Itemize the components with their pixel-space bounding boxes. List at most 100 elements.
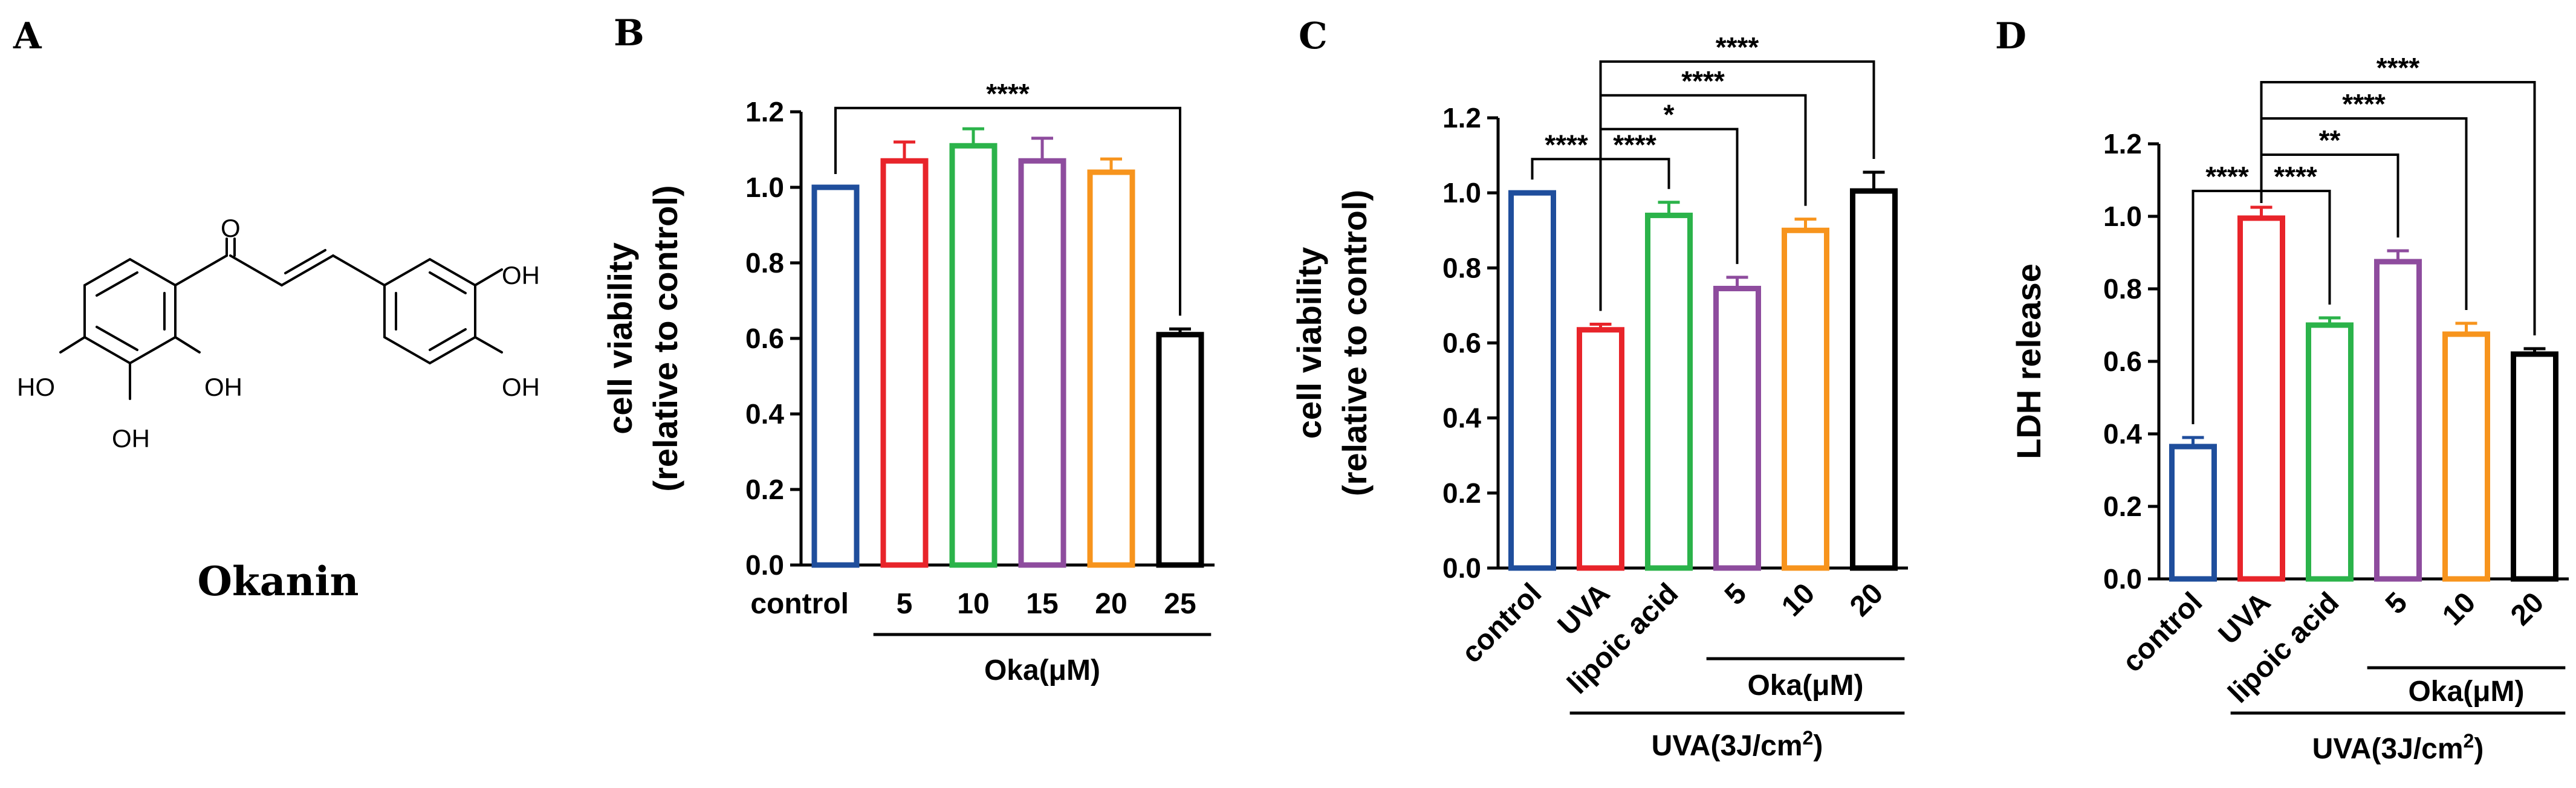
chart-d-bar-1 [2237, 215, 2285, 582]
right-ring-double-bond-2 [429, 271, 467, 294]
left-ring-double-bond-2 [96, 326, 138, 351]
chart-b-x-tick-label: control [750, 588, 849, 620]
panel-letter-c: C [1299, 15, 1328, 57]
chart-c-y-label: (relative to control) [1335, 190, 1374, 496]
chart-c-bar-5 [1850, 188, 1898, 571]
chart-c-x-tick-label: 20 [1844, 577, 1889, 622]
chart-d-x-tick-label: control [2117, 586, 2208, 678]
chart-d-bar-0 [2169, 444, 2217, 582]
atom-oh-bottom: OH [112, 424, 150, 453]
okanin-structure [59, 237, 503, 400]
chart-b-group-label-0: Oka(μM) [984, 654, 1100, 686]
chart-d-bar-2 [2306, 322, 2354, 582]
oh-bond-left [59, 336, 86, 354]
chart-c-x-tick-label: 5 [1719, 577, 1753, 611]
chart-b-significance-label-0: **** [986, 78, 1030, 109]
chart-d-x-tick-label: 5 [2380, 586, 2413, 620]
oh-bond-bottom-right [474, 336, 503, 354]
chain-double-bond [284, 249, 326, 274]
chart-c-significance-bracket-4 [1599, 60, 1875, 311]
chart-c-significance-bracket-3 [1599, 94, 1807, 311]
chart-d-significance-label-3: **** [2342, 88, 2386, 120]
chart-c-significance-bracket-0 [1531, 158, 1602, 311]
chart-c-significance-label-0: **** [1545, 129, 1588, 160]
chart-c-y-tick-label: 0.2 [1442, 477, 1481, 509]
chart-c-y-tick-label: 0.8 [1442, 252, 1481, 283]
atom-oh-bottom-right: OH [502, 373, 540, 401]
chart-c-y-tick-label: 1.2 [1442, 102, 1481, 134]
panel-letter-d: D [1995, 15, 2026, 57]
carbonyl-bond [174, 254, 228, 286]
oh-bond-mid [174, 336, 201, 354]
chart-b-x-tick-label: 20 [1095, 588, 1127, 620]
chart-d-y-label: LDH release [2010, 263, 2048, 459]
chart-c-significance-label-3: **** [1681, 65, 1725, 97]
chart-b-x-tick-label: 10 [957, 588, 989, 620]
chart-c-bar-3 [1713, 285, 1761, 571]
chart-d-x-tick-label: 10 [2436, 586, 2482, 631]
chart-c-y-tick-label: 0.6 [1442, 328, 1481, 359]
chart-c-y-label: cell viability [1290, 247, 1328, 439]
chart-c-y-tick-label: 0.0 [1442, 552, 1481, 584]
chart-d-y-tick-label: 1.0 [2103, 201, 2142, 232]
chart-c-y-tick-label: 1.0 [1442, 177, 1481, 208]
right-ring-double-bond-3 [429, 328, 467, 351]
chart-c-significance-label-4: **** [1716, 31, 1759, 63]
chart-d-y-tick-label: 0.6 [2103, 346, 2142, 377]
chart-d-significance-label-0: **** [2205, 161, 2249, 192]
chain-bond-3 [332, 254, 386, 286]
chart-c-group-label-1: UVA(3J/cm2) [1652, 727, 1823, 762]
chart-d-y-tick-label: 0.8 [2103, 273, 2142, 305]
chart-d-y-tick-label: 0.4 [2103, 418, 2142, 450]
chart-c-significance-bracket-1 [1599, 158, 1670, 311]
left-ring-double-bond-1 [96, 271, 138, 297]
chart-d-bar-3 [2374, 259, 2422, 582]
chart-b-x-tick-label: 25 [1164, 588, 1196, 620]
atom-oh-top-right: OH [502, 261, 540, 289]
chart-b-y-label: (relative to control) [646, 185, 684, 491]
chart-d-y-tick-label: 0.0 [2103, 563, 2142, 595]
chain-bond-2 [281, 254, 334, 286]
chart-b: 0.0 0.2 0.4 0.6 0.8 1.0 1.2 cell viability (rela… [601, 78, 1215, 686]
chart-b-significance-bracket-0 [834, 106, 1181, 316]
panel-letter-b: B [614, 12, 644, 54]
chart-b-x-tick-label: 15 [1026, 588, 1058, 620]
chart-b-y-tick-label: 0.0 [745, 549, 784, 581]
chart-b-y-label: cell viability [601, 242, 639, 434]
chart-d-bar-5 [2511, 351, 2558, 582]
chart-d-significance-bracket-3 [2260, 117, 2468, 310]
chart-d-x-tick-label: 20 [2505, 586, 2550, 631]
chart-b-x-tick-label: 5 [897, 588, 913, 620]
chart-b-bar-4 [1087, 169, 1135, 568]
chart-b-y-tick-label: 1.0 [745, 172, 784, 203]
chart-c-bar-1 [1577, 327, 1624, 571]
compound-name: Okanin [197, 558, 358, 605]
chart-d-significance-label-1: **** [2274, 161, 2317, 192]
chain-bond-1 [229, 254, 283, 286]
chart-c-significance-label-2: * [1664, 99, 1675, 131]
chart-c-x-tick-label: 10 [1776, 577, 1821, 622]
chart-b-y-tick-label: 0.8 [745, 247, 784, 279]
chart-b-y-tick-label: 0.4 [745, 398, 784, 430]
chart-c-bar-0 [1508, 190, 1556, 571]
chart-d-y-tick-label: 1.2 [2103, 128, 2142, 160]
chart-c-bar-2 [1645, 212, 1693, 571]
chart-d-group-label-0: Oka(μM) [2408, 676, 2524, 708]
chart-b-y-tick-label: 1.2 [745, 96, 784, 128]
chart-b-bar-2 [949, 143, 998, 568]
chart-d-bar-4 [2442, 331, 2490, 582]
left-ring [83, 257, 177, 365]
chart-b-bar-5 [1156, 332, 1204, 568]
chart-c-bar-4 [1782, 227, 1829, 571]
chart-d-significance-bracket-0 [2192, 190, 2263, 424]
chart-d-y-tick-label: 0.2 [2103, 491, 2142, 522]
chart-c-group-label-0: Oka(μM) [1747, 670, 1863, 702]
chart-b-bar-3 [1018, 158, 1066, 568]
chart-c-y-tick-label: 0.4 [1442, 402, 1481, 434]
atom-oh-mid: OH [204, 373, 242, 401]
chart-d-group-label-1: UVA(3J/cm2) [2312, 730, 2484, 765]
chart-d-significance-label-4: **** [2376, 52, 2420, 83]
chart-d-significance-bracket-1 [2260, 190, 2331, 305]
chart-d-significance-label-2: ** [2319, 124, 2341, 156]
